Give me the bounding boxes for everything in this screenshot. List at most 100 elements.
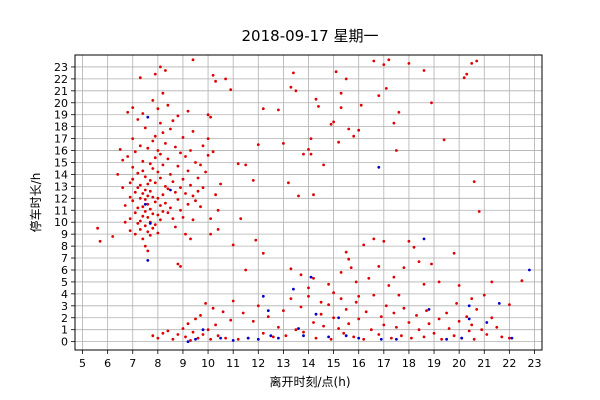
data-point: [189, 183, 192, 187]
data-point: [395, 149, 398, 152]
data-point: [236, 162, 240, 166]
data-point: [156, 336, 160, 340]
data-point: [445, 311, 448, 315]
y-tick-label: 15: [54, 156, 68, 169]
data-point: [148, 179, 152, 182]
data-point: [337, 327, 340, 330]
data-point: [470, 297, 474, 300]
data-point: [372, 237, 376, 241]
data-point: [467, 304, 471, 308]
data-point: [146, 259, 150, 262]
data-point: [407, 239, 411, 243]
data-point: [186, 202, 190, 206]
data-point: [289, 297, 293, 300]
data-point: [344, 334, 348, 338]
y-tick-label: 14: [54, 168, 68, 181]
data-point: [159, 176, 162, 180]
data-point: [186, 169, 190, 173]
data-point: [191, 330, 195, 334]
data-point: [143, 202, 147, 206]
data-point: [287, 181, 290, 185]
data-point: [344, 250, 348, 254]
data-point: [136, 206, 140, 210]
data-point: [161, 331, 165, 335]
y-tick-label: 20: [54, 97, 68, 110]
data-point: [282, 309, 285, 312]
y-tick-label: 12: [54, 192, 68, 205]
x-tick-label: 21: [477, 357, 491, 370]
data-point: [161, 193, 165, 197]
data-point: [171, 217, 175, 221]
data-point: [266, 309, 270, 312]
data-point: [397, 110, 401, 114]
data-point: [347, 322, 351, 326]
data-point: [312, 276, 315, 280]
data-point: [339, 91, 343, 95]
data-point: [231, 243, 235, 247]
data-point: [151, 334, 155, 338]
data-point: [309, 275, 313, 279]
data-point: [372, 293, 376, 297]
x-tick-label: 7: [129, 357, 136, 370]
data-point: [141, 169, 145, 173]
data-point: [181, 216, 185, 219]
data-point: [472, 337, 476, 341]
data-point: [136, 171, 140, 175]
data-point: [138, 76, 142, 80]
y-tick-label: 21: [54, 85, 68, 98]
data-point: [297, 327, 300, 330]
data-point: [415, 314, 418, 317]
data-point: [166, 329, 170, 333]
data-point: [327, 303, 330, 306]
data-point: [477, 210, 481, 213]
x-tick-label: 19: [427, 357, 441, 370]
data-point: [382, 323, 386, 327]
data-point: [216, 208, 220, 212]
data-point: [181, 177, 185, 181]
data-point: [161, 131, 165, 135]
x-tick-label: 5: [79, 357, 86, 370]
data-point: [211, 73, 215, 77]
data-point: [141, 205, 145, 209]
data-point: [384, 87, 388, 90]
data-point: [392, 275, 396, 279]
data-point: [329, 122, 333, 126]
data-point: [138, 183, 142, 187]
data-point: [199, 163, 202, 167]
data-point: [204, 170, 208, 174]
data-point: [111, 235, 115, 238]
data-point: [407, 62, 411, 65]
data-point: [214, 79, 218, 83]
data-point: [143, 210, 147, 213]
data-point: [379, 337, 383, 341]
data-point: [153, 72, 157, 76]
data-point: [470, 323, 474, 327]
y-tick-label: 0: [61, 336, 68, 349]
data-point: [131, 165, 135, 169]
data-point: [452, 251, 456, 255]
data-point: [462, 76, 466, 80]
data-point: [352, 134, 356, 138]
data-point: [475, 59, 479, 63]
data-point: [126, 155, 130, 158]
data-point: [390, 336, 393, 340]
data-point: [430, 101, 433, 105]
data-point: [357, 317, 361, 321]
data-point: [490, 280, 494, 284]
data-point: [467, 329, 471, 333]
data-point: [131, 106, 135, 109]
data-point: [422, 69, 426, 72]
data-point: [146, 146, 150, 150]
data-point: [362, 243, 366, 247]
data-point: [136, 186, 140, 190]
data-point: [159, 65, 162, 69]
data-point: [307, 286, 310, 290]
data-point: [510, 336, 514, 340]
data-point: [337, 140, 340, 144]
data-point: [520, 279, 524, 283]
data-point: [123, 220, 127, 224]
data-point: [465, 72, 469, 76]
y-tick-label: 18: [54, 121, 68, 134]
data-point: [445, 337, 448, 341]
data-point: [216, 334, 220, 338]
